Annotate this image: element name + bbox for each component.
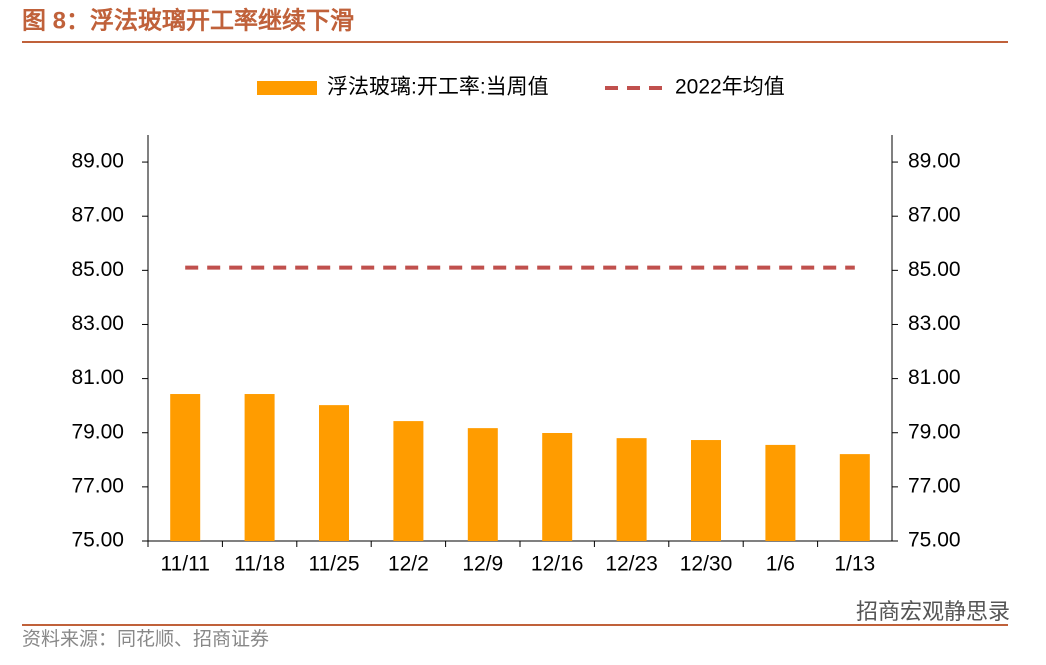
x-tick-label: 12/23: [605, 553, 658, 576]
legend-label: 2022年均值: [675, 76, 785, 99]
watermark: 招商宏观静思录: [856, 599, 1010, 624]
bar: [691, 440, 721, 541]
x-tick-label: 1/6: [766, 553, 795, 576]
legend-label: 浮法玻璃:开工率:当周值: [327, 76, 549, 99]
legend-swatch: [257, 81, 317, 95]
bar: [765, 444, 796, 541]
chart-title: 图 8：浮法玻璃开工率继续下滑: [22, 6, 354, 34]
x-tick-label: 11/11: [160, 553, 209, 576]
x-tick-label: 11/18: [234, 553, 285, 576]
y-tick-label: 79.00: [71, 420, 124, 443]
y2-tick-label: 85.00: [908, 258, 961, 281]
x-tick-label: 12/2: [388, 553, 429, 576]
x-tick-label: 12/9: [462, 553, 503, 576]
y2-tick-label: 77.00: [908, 474, 961, 497]
bar: [319, 405, 349, 541]
bar: [616, 438, 647, 541]
y2-tick-label: 75.00: [908, 529, 961, 552]
y-tick-label: 87.00: [71, 204, 124, 227]
y2-tick-label: 83.00: [908, 312, 961, 335]
y-tick-label: 89.00: [71, 150, 124, 173]
bar: [170, 394, 201, 541]
y2-tick-label: 87.00: [908, 204, 961, 227]
y-tick-label: 81.00: [71, 366, 124, 389]
y-tick-label: 85.00: [71, 258, 124, 281]
y-tick-label: 75.00: [71, 529, 124, 552]
bar: [542, 433, 573, 541]
x-tick-label: 12/30: [680, 553, 733, 576]
y-tick-label: 77.00: [71, 474, 124, 497]
source: 资料来源：同花顺、招商证券: [22, 628, 269, 650]
y2-tick-label: 79.00: [908, 420, 961, 443]
bar: [244, 394, 275, 541]
x-tick-label: 1/13: [834, 553, 875, 576]
x-tick-label: 11/25: [309, 553, 360, 576]
bar: [839, 454, 870, 541]
y2-tick-label: 81.00: [908, 366, 961, 389]
x-tick-label: 12/16: [531, 553, 584, 576]
y2-tick-label: 89.00: [908, 150, 961, 173]
bar: [467, 428, 498, 541]
y-tick-label: 83.00: [71, 312, 124, 335]
bar: [393, 421, 424, 541]
